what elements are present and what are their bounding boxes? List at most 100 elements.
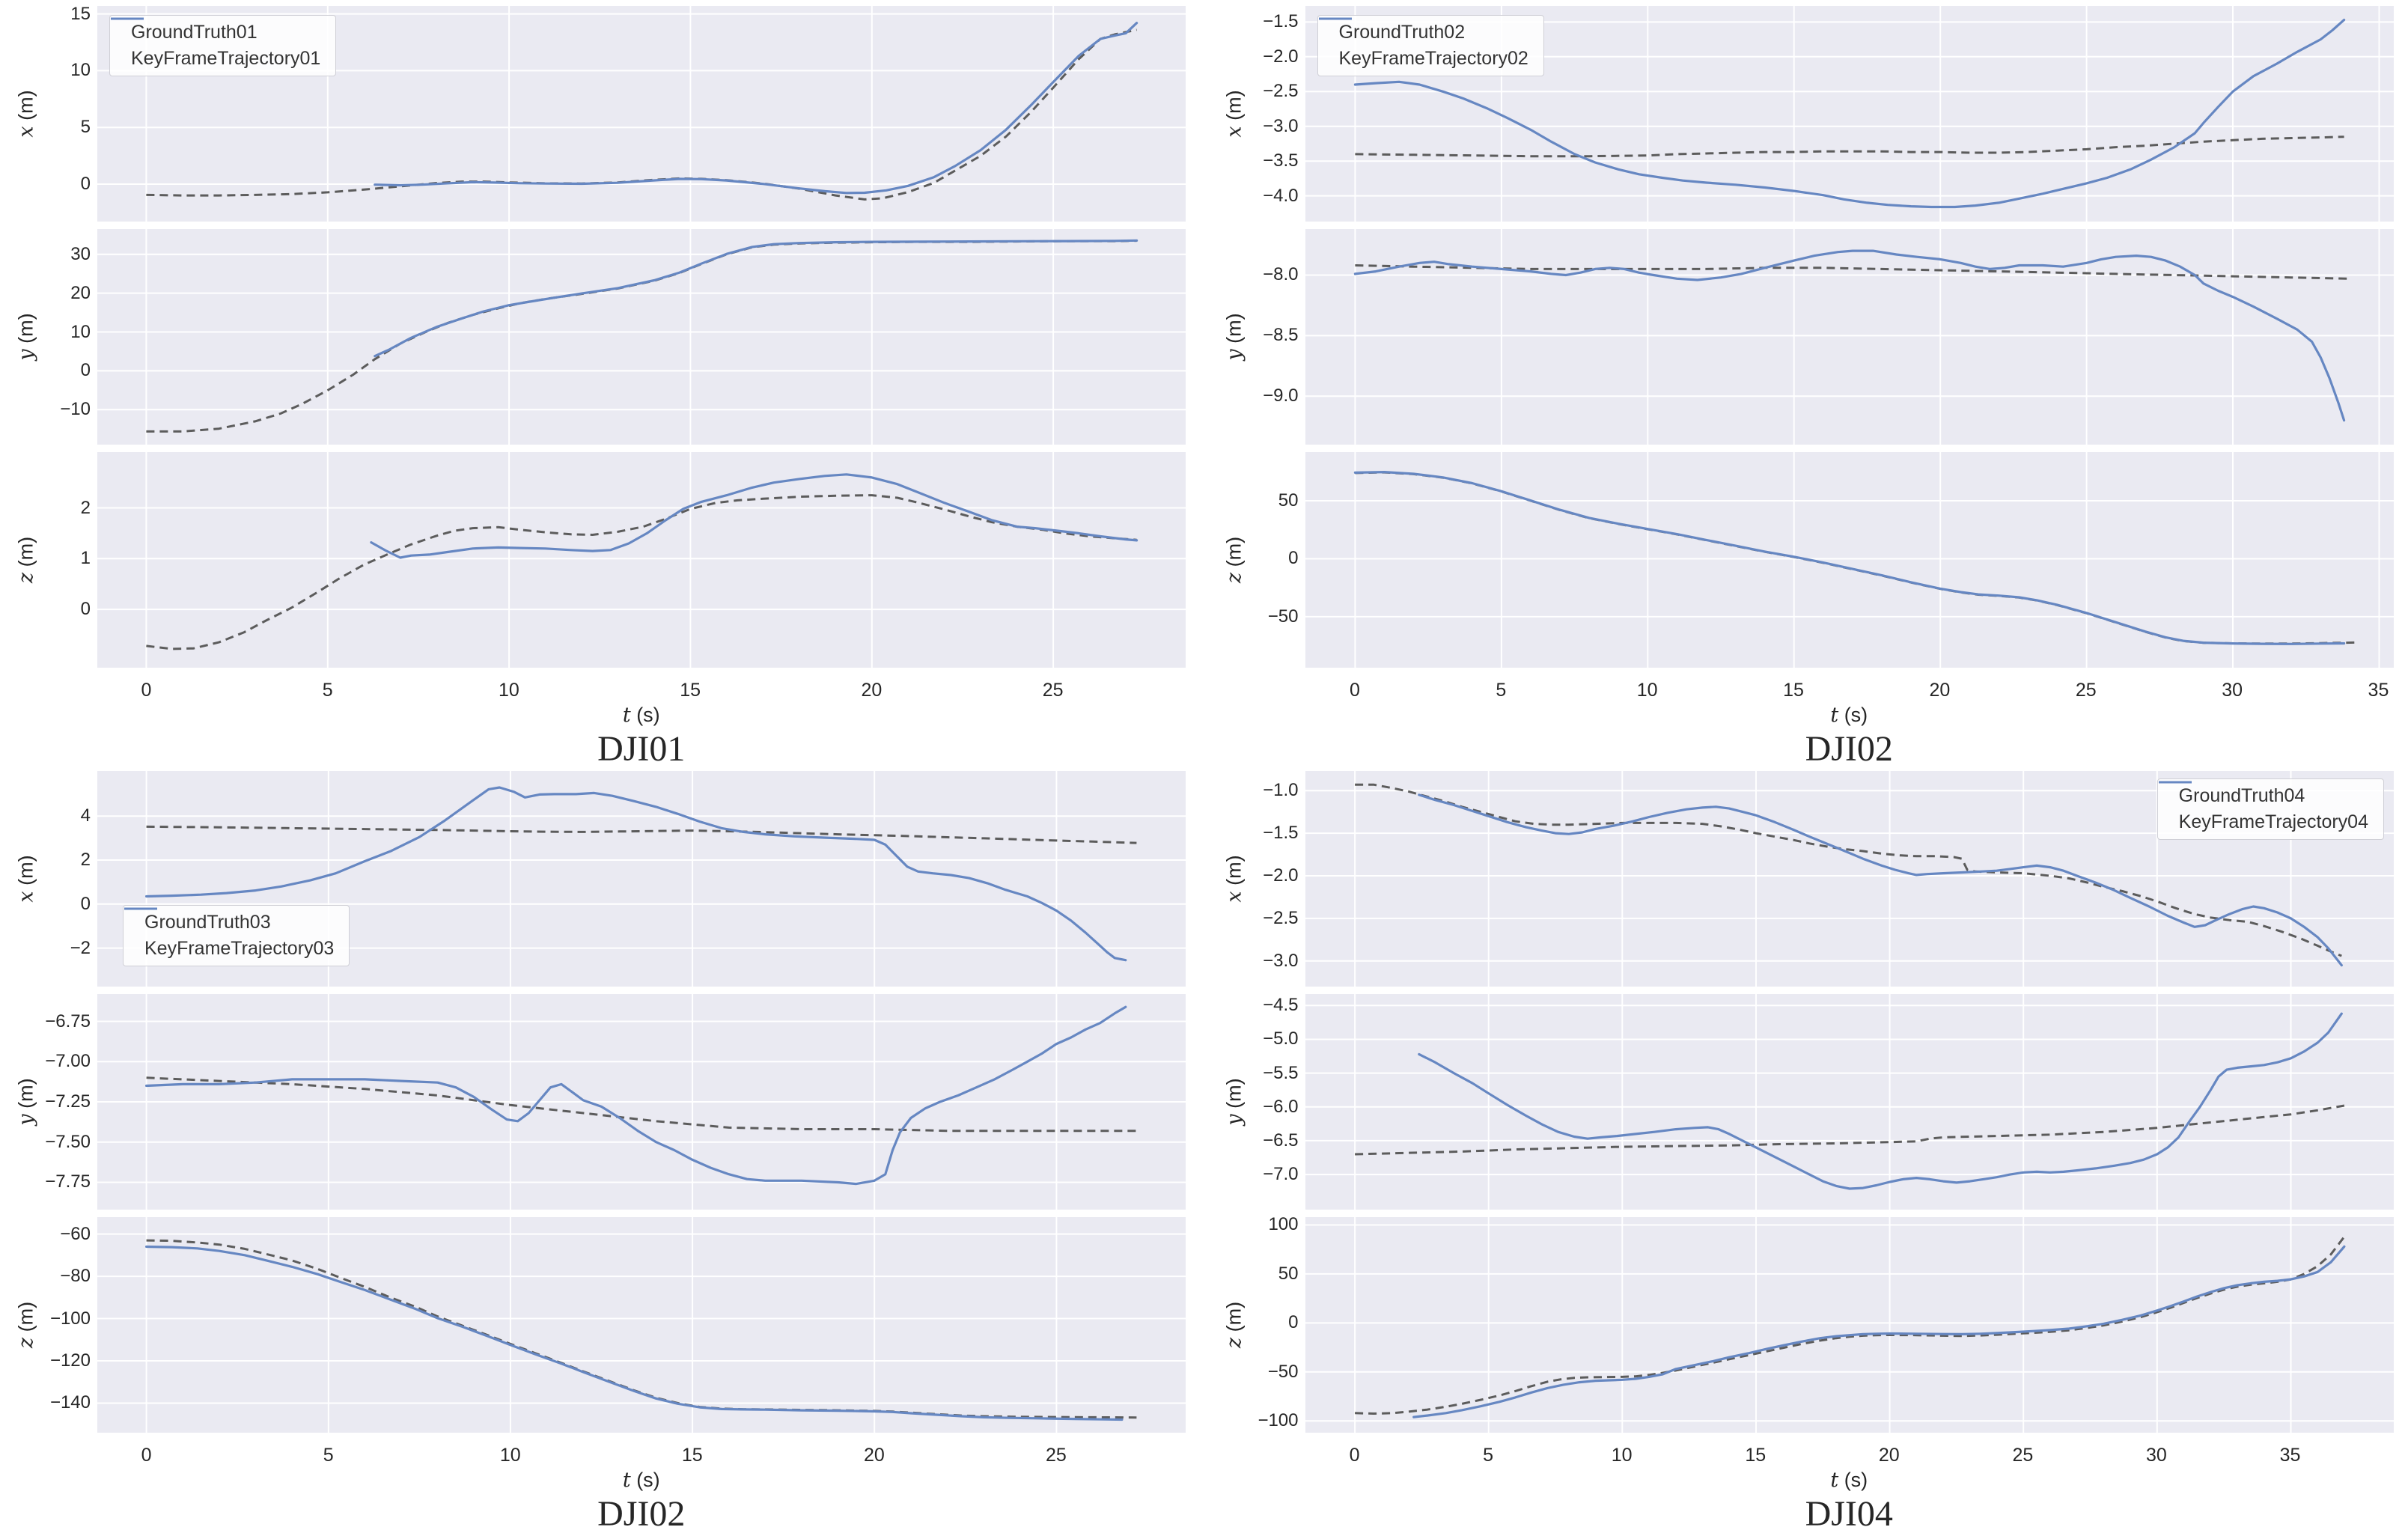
y-tick-label: −7.0 [1263, 1164, 1299, 1185]
plot-area: GroundTruth04 KeyFrameTrajectory04 [1305, 771, 2394, 987]
panel-background [97, 452, 1186, 668]
x-tick-label: 25 [1046, 1445, 1067, 1466]
keyframe-line [145, 786, 1127, 962]
time-axis-label: t (s) [622, 704, 660, 727]
x-tick-label: 20 [861, 680, 883, 701]
keyframe-line [1417, 793, 2343, 967]
groundtruth-line [1354, 264, 2350, 280]
subplot-y: y (m) −7.75 −7.50 −7.25 −7.00 −6.75 [10, 994, 1186, 1210]
y-tick-label: −2 [70, 937, 91, 958]
y-axis-label-text: z (m) [1222, 1301, 1246, 1349]
y-tick-label: 0 [1288, 1312, 1299, 1333]
y-tick-label: −1.5 [1263, 823, 1299, 844]
y-tick-label: −7.00 [45, 1051, 91, 1072]
plot-area: GroundTruth03 KeyFrameTrajectory03 [97, 771, 1186, 987]
y-tick-label: 50 [1278, 1263, 1299, 1284]
x-tick-label: 35 [2368, 680, 2389, 701]
x-tick-label: 30 [2146, 1445, 2167, 1466]
y-tick-label: −2.5 [1263, 81, 1299, 102]
y-axis-label: y (m) [10, 229, 42, 445]
subplot-x: x (m) −2 0 2 4 GroundTruth03 KeyFrameTrajector… [10, 771, 1186, 987]
y-tick-label: 0 [80, 893, 91, 914]
y-axis-tick-labels: −10 0 10 20 30 [42, 229, 97, 445]
subplot-z: z (m) −100 −50 0 50 100 [1219, 1214, 2394, 1433]
subplot-x: x (m) 0 5 10 15 GroundTruth01 KeyFrameTrajecto… [10, 4, 1186, 222]
keyframe-line [374, 22, 1139, 195]
x-tick-label: 10 [499, 680, 519, 701]
x-tick-label: 15 [680, 680, 701, 701]
figure-caption: DJI01 [597, 729, 686, 769]
groundtruth-line [1354, 135, 2344, 158]
panel-background [97, 229, 1186, 445]
x-tick-label: 0 [141, 1445, 152, 1466]
x-tick-label: 30 [2222, 680, 2243, 701]
plot-area [1305, 229, 2394, 445]
y-axis-tick-labels: −50 0 50 [1250, 452, 1305, 668]
y-tick-label: −5.0 [1263, 1028, 1299, 1049]
legend-item: GroundTruth03 [124, 907, 334, 933]
y-axis-label: x (m) [1219, 6, 1250, 222]
x-tick-label: 0 [1349, 1445, 1360, 1466]
y-axis-label-text: y (m) [14, 1078, 38, 1126]
y-tick-label: −50 [1267, 606, 1299, 627]
time-axis-ticks: 0 5 10 15 20 25 30 35 [1305, 1440, 2394, 1469]
y-tick-label: −80 [60, 1266, 91, 1287]
keyframe-line [370, 473, 1139, 559]
y-tick-label: −7.50 [45, 1131, 91, 1152]
y-tick-label: 5 [80, 117, 91, 138]
y-axis-label-text: x (m) [14, 855, 38, 903]
figure-caption: DJI02 [1805, 729, 1893, 769]
y-axis-tick-labels: 0 5 10 15 [42, 4, 97, 222]
x-tick-label: 5 [1496, 680, 1507, 701]
legend-item: KeyFrameTrajectory04 [2158, 781, 2368, 833]
x-tick-label: 5 [322, 680, 333, 701]
time-axis-ticks: 0 5 10 15 20 25 [97, 675, 1186, 704]
x-tick-label: 20 [1929, 680, 1951, 701]
legend-label: KeyFrameTrajectory02 [1338, 48, 1528, 69]
y-axis-label-text: x (m) [1222, 855, 1246, 903]
legend-label: KeyFrameTrajectory04 [2178, 811, 2368, 832]
panel-background [97, 1217, 1186, 1433]
trajectory-figure-dji04: x (m) −3.0 −2.5 −2.0 −1.5 −1.0 GroundTruth04 Ke… [1219, 771, 2394, 1536]
y-axis-label: x (m) [1219, 771, 1250, 987]
keyframe-line [145, 1245, 1124, 1421]
groundtruth-line [146, 825, 1137, 844]
groundtruth-line [1354, 783, 2342, 957]
y-tick-label: −140 [49, 1392, 91, 1413]
panel-background [1305, 229, 2394, 445]
x-tick-label: 25 [1042, 680, 1064, 701]
y-tick-label: −4.0 [1263, 185, 1299, 206]
subplot-stack: x (m) 0 5 10 15 GroundTruth01 KeyFrameTrajecto… [10, 4, 1186, 675]
y-axis-label: z (m) [1219, 452, 1250, 668]
time-axis-label: t (s) [622, 1469, 660, 1492]
panel-background [1305, 452, 2394, 668]
x-tick-label: 10 [1636, 680, 1658, 701]
y-axis-label: y (m) [1219, 994, 1250, 1210]
legend-item: GroundTruth04 [2158, 781, 2368, 807]
x-tick-label: 0 [1349, 680, 1360, 701]
y-tick-label: −1.0 [1263, 780, 1299, 801]
y-tick-label: −100 [49, 1308, 91, 1329]
y-tick-label: 10 [70, 321, 91, 342]
y-axis-label: y (m) [10, 994, 42, 1210]
x-tick-label: 20 [1878, 1445, 1900, 1466]
legend: GroundTruth01 KeyFrameTrajectory01 [109, 15, 337, 76]
y-tick-label: −2.0 [1263, 46, 1299, 67]
y-tick-label: 4 [80, 805, 91, 826]
keyframe-line [1417, 1012, 2343, 1190]
plot-area [1305, 1217, 2394, 1433]
legend-item: KeyFrameTrajectory03 [124, 907, 334, 960]
subplot-stack: x (m) −2 0 2 4 GroundTruth03 KeyFrameTrajector… [10, 771, 1186, 1440]
y-tick-label: −3.5 [1263, 150, 1299, 171]
y-tick-label: 1 [80, 548, 91, 569]
legend-label: GroundTruth04 [2178, 785, 2305, 806]
x-tick-label: 5 [1483, 1445, 1494, 1466]
legend: GroundTruth02 KeyFrameTrajectory02 [1317, 15, 1544, 76]
y-axis-label-text: z (m) [14, 1301, 38, 1349]
x-tick-label: 25 [2012, 1445, 2034, 1466]
trajectory-figure-dji02: x (m) −4.0 −3.5 −3.0 −2.5 −2.0 −1.5 GroundTruth… [1219, 6, 2394, 771]
subplot-stack: x (m) −3.0 −2.5 −2.0 −1.5 −1.0 GroundTruth04 Ke… [1219, 771, 2394, 1440]
y-tick-label: −6.5 [1263, 1130, 1299, 1151]
y-tick-label: −10 [60, 399, 91, 420]
plot-area [1305, 994, 2394, 1210]
